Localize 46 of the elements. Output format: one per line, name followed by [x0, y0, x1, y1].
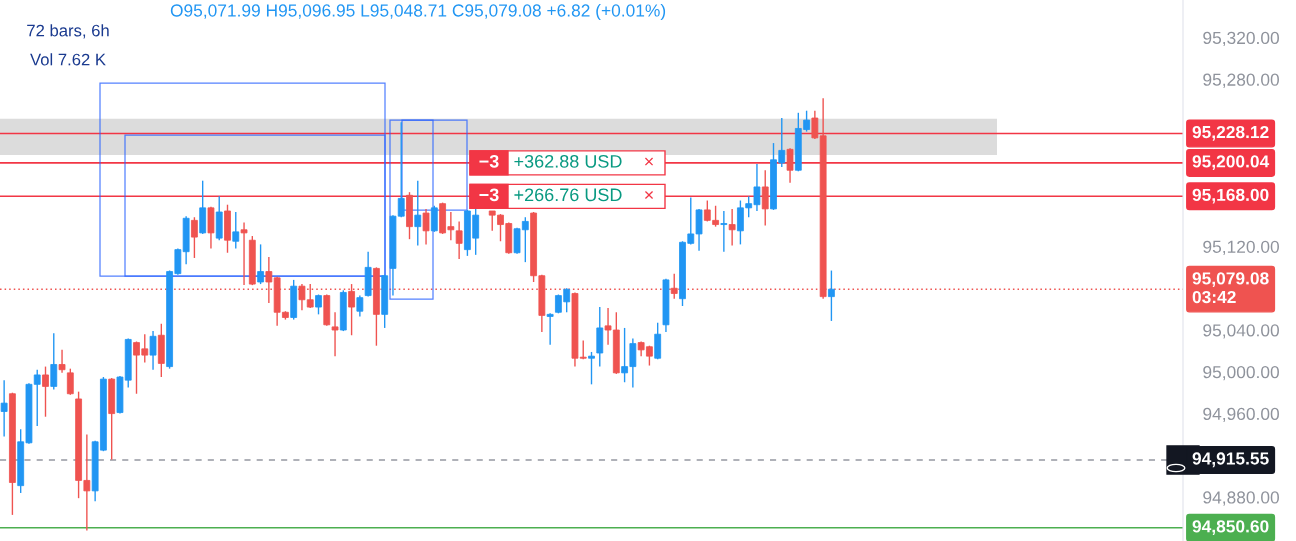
candlestick	[728, 208, 736, 247]
ref-line-label: 95,228.12	[1192, 125, 1269, 141]
y-tick-label: 94,880.00	[1203, 491, 1279, 506]
candlestick	[331, 311, 339, 357]
y-tick-label: 94,960.00	[1203, 407, 1279, 423]
annotation: +362.88 USD	[514, 154, 622, 168]
candlestick	[414, 179, 422, 247]
candlestick	[257, 243, 264, 285]
candlestick	[761, 169, 769, 227]
candlestick	[828, 269, 835, 322]
annotation: 72 bars, 6h	[27, 24, 109, 39]
ref-line-label: 95,200.04	[1192, 155, 1270, 171]
annotation: ×	[644, 190, 654, 200]
candlestick	[786, 147, 794, 184]
y-tick-label: 95,320.00	[1203, 31, 1279, 47]
candlestick	[422, 208, 430, 246]
y-tick-label: 95,000.00	[1203, 365, 1279, 381]
candlestick	[430, 205, 438, 233]
annotation: O95,071.99 H95,096.95 L95,048.71 C95,079.08 +6.82 (+0.01%)	[170, 3, 666, 21]
ref-line-label: 94,915.55	[1192, 452, 1269, 468]
ref-line-label: 95,079.08 03:42	[1192, 272, 1269, 304]
y-tick-label: 95,280.00	[1203, 73, 1279, 88]
y-tick-label: 95,040.00	[1203, 324, 1279, 339]
candlestick	[546, 312, 554, 346]
candlestick	[240, 221, 248, 286]
candlestick	[588, 351, 595, 386]
annotation: −3	[479, 154, 499, 168]
ref-line-label: 94,850.60	[1192, 520, 1269, 536]
candlestick	[58, 349, 66, 374]
candlestick	[66, 367, 74, 396]
candlestick	[811, 110, 819, 140]
candlestick	[232, 211, 240, 250]
ref-line-label: 95,168.00	[1192, 188, 1269, 204]
candlestick	[191, 216, 198, 259]
candlestick	[0, 379, 8, 438]
candlestick	[149, 330, 157, 371]
candlestick	[455, 220, 463, 260]
annotation: +266.76 USD	[514, 188, 622, 202]
candlestick	[50, 332, 58, 391]
candlestick	[720, 210, 728, 253]
annotation: −3	[479, 188, 499, 202]
y-tick-label: 95,120.00	[1203, 240, 1279, 255]
annotation: Vol 7.62 K	[30, 53, 106, 66]
candlestick	[356, 294, 364, 318]
candlestick	[42, 365, 49, 418]
annotation: ×	[644, 157, 654, 166]
